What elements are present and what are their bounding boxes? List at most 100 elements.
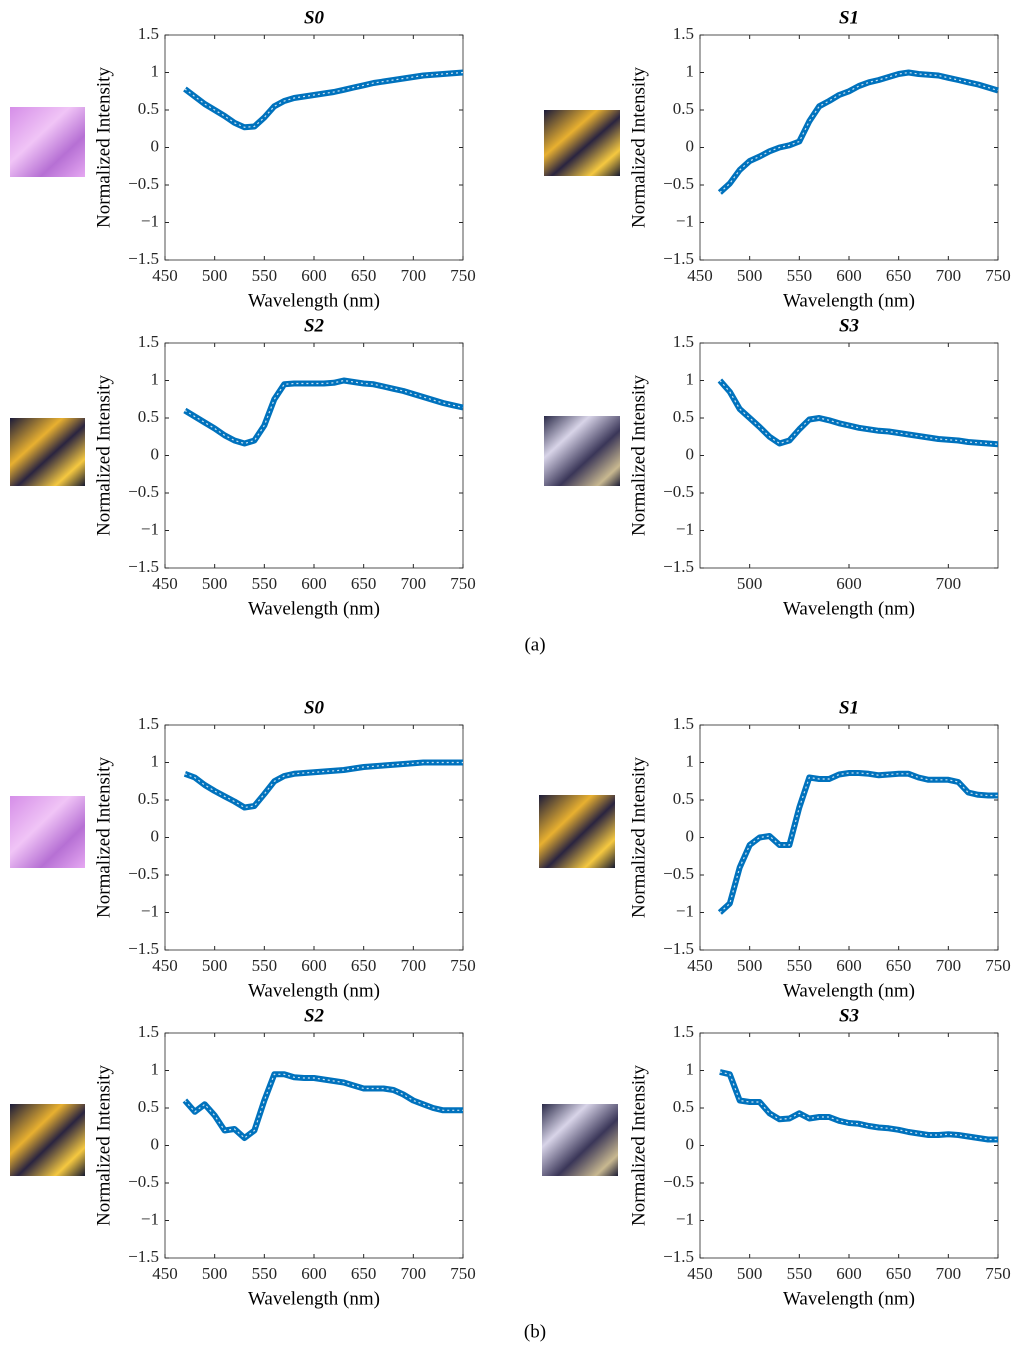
y-tick-label: 0.5 bbox=[138, 99, 159, 118]
x-tick-label: 600 bbox=[301, 1264, 327, 1283]
x-tick-label: 650 bbox=[886, 266, 912, 285]
y-tick-label: −0.5 bbox=[663, 174, 694, 193]
x-axis-label: Wavelength (nm) bbox=[248, 290, 380, 311]
thumbnail bbox=[539, 795, 615, 868]
x-tick-label: 500 bbox=[737, 574, 763, 593]
x-tick-label: 450 bbox=[152, 1264, 178, 1283]
x-tick-label: 700 bbox=[401, 574, 427, 593]
y-tick-label: 1.5 bbox=[138, 714, 159, 733]
y-tick-label: 1.5 bbox=[138, 332, 159, 351]
y-tick-label: −1 bbox=[141, 211, 159, 230]
y-tick-label: −0.5 bbox=[663, 864, 694, 883]
axes-box bbox=[165, 343, 463, 568]
x-axis-label: Wavelength (nm) bbox=[783, 980, 915, 1001]
x-tick-label: 500 bbox=[737, 266, 763, 285]
axes-box bbox=[700, 343, 998, 568]
panel-label: (a) bbox=[524, 634, 545, 655]
x-tick-label: 700 bbox=[936, 1264, 962, 1283]
x-tick-label: 650 bbox=[351, 266, 377, 285]
x-tick-label: 450 bbox=[687, 956, 713, 975]
y-tick-label: 0.5 bbox=[673, 789, 694, 808]
x-tick-label: 600 bbox=[836, 574, 862, 593]
x-tick-label: 700 bbox=[401, 956, 427, 975]
y-tick-label: 1 bbox=[151, 1059, 160, 1078]
y-tick-label: 0 bbox=[686, 444, 695, 463]
axes-box bbox=[165, 725, 463, 950]
x-tick-label: 700 bbox=[936, 956, 962, 975]
x-tick-label: 600 bbox=[301, 266, 327, 285]
y-tick-label: −0.5 bbox=[128, 174, 159, 193]
x-axis-label: Wavelength (nm) bbox=[248, 980, 380, 1001]
x-tick-label: 550 bbox=[252, 574, 278, 593]
thumbnail bbox=[10, 107, 85, 177]
y-tick-label: 0.5 bbox=[673, 407, 694, 426]
y-axis-label: Normalized Intensity bbox=[628, 67, 649, 228]
chart-title: S2 bbox=[304, 315, 325, 336]
y-tick-label: −1 bbox=[141, 901, 159, 920]
y-axis-label: Normalized Intensity bbox=[628, 757, 649, 918]
y-tick-label: −0.5 bbox=[128, 864, 159, 883]
x-tick-label: 550 bbox=[252, 1264, 278, 1283]
y-tick-label: 1.5 bbox=[138, 1022, 159, 1041]
x-tick-label: 450 bbox=[152, 266, 178, 285]
y-tick-label: −1 bbox=[676, 901, 694, 920]
y-tick-label: 0 bbox=[151, 136, 160, 155]
x-tick-label: 750 bbox=[450, 266, 476, 285]
chart-title: S0 bbox=[304, 7, 325, 28]
y-tick-label: 1.5 bbox=[673, 714, 694, 733]
x-tick-label: 750 bbox=[450, 1264, 476, 1283]
y-tick-label: 1.5 bbox=[138, 24, 159, 43]
thumbnail bbox=[544, 110, 620, 176]
y-tick-label: 1 bbox=[686, 1059, 695, 1078]
x-tick-label: 550 bbox=[252, 956, 278, 975]
chart-title: S3 bbox=[839, 1005, 859, 1026]
chart-title: S2 bbox=[304, 1005, 325, 1026]
x-tick-label: 700 bbox=[936, 574, 962, 593]
x-tick-label: 650 bbox=[886, 1264, 912, 1283]
y-tick-label: −1 bbox=[141, 1209, 159, 1228]
x-axis-label: Wavelength (nm) bbox=[248, 598, 380, 619]
x-axis-label: Wavelength (nm) bbox=[783, 290, 915, 311]
thumbnail bbox=[544, 416, 620, 486]
y-tick-label: 1 bbox=[151, 61, 160, 80]
x-tick-label: 600 bbox=[301, 956, 327, 975]
x-tick-label: 700 bbox=[401, 266, 427, 285]
y-axis-label: Normalized Intensity bbox=[93, 757, 114, 918]
axes-box bbox=[700, 1033, 998, 1258]
thumbnail bbox=[542, 1104, 618, 1176]
y-tick-label: 1 bbox=[686, 61, 695, 80]
x-axis-label: Wavelength (nm) bbox=[783, 598, 915, 619]
x-tick-label: 650 bbox=[351, 574, 377, 593]
x-tick-label: 500 bbox=[202, 266, 228, 285]
x-tick-label: 600 bbox=[836, 1264, 862, 1283]
x-tick-label: 550 bbox=[787, 266, 813, 285]
x-tick-label: 500 bbox=[202, 574, 228, 593]
x-axis-label: Wavelength (nm) bbox=[248, 1288, 380, 1309]
y-tick-label: 0.5 bbox=[138, 1097, 159, 1116]
y-tick-label: 0.5 bbox=[673, 99, 694, 118]
y-tick-label: −0.5 bbox=[663, 482, 694, 501]
y-tick-label: −1 bbox=[141, 519, 159, 538]
x-axis-label: Wavelength (nm) bbox=[783, 1288, 915, 1309]
x-tick-label: 700 bbox=[401, 1264, 427, 1283]
x-tick-label: 500 bbox=[202, 956, 228, 975]
y-tick-label: 0 bbox=[151, 1134, 160, 1153]
x-tick-label: 750 bbox=[450, 956, 476, 975]
y-tick-label: 1.5 bbox=[673, 1022, 694, 1041]
x-tick-label: 500 bbox=[737, 1264, 763, 1283]
x-tick-label: 550 bbox=[252, 266, 278, 285]
x-tick-label: 750 bbox=[450, 574, 476, 593]
x-tick-label: 500 bbox=[202, 1264, 228, 1283]
x-tick-label: 450 bbox=[152, 956, 178, 975]
axes-box bbox=[700, 35, 998, 260]
x-tick-label: 600 bbox=[836, 266, 862, 285]
chart-title: S1 bbox=[839, 697, 859, 718]
y-tick-label: −1 bbox=[676, 1209, 694, 1228]
y-tick-label: 0.5 bbox=[673, 1097, 694, 1116]
y-tick-label: 0 bbox=[686, 1134, 695, 1153]
y-tick-label: −1 bbox=[676, 211, 694, 230]
y-tick-label: −1.5 bbox=[663, 557, 694, 576]
chart-title: S0 bbox=[304, 697, 325, 718]
x-tick-label: 500 bbox=[737, 956, 763, 975]
x-tick-label: 450 bbox=[152, 574, 178, 593]
